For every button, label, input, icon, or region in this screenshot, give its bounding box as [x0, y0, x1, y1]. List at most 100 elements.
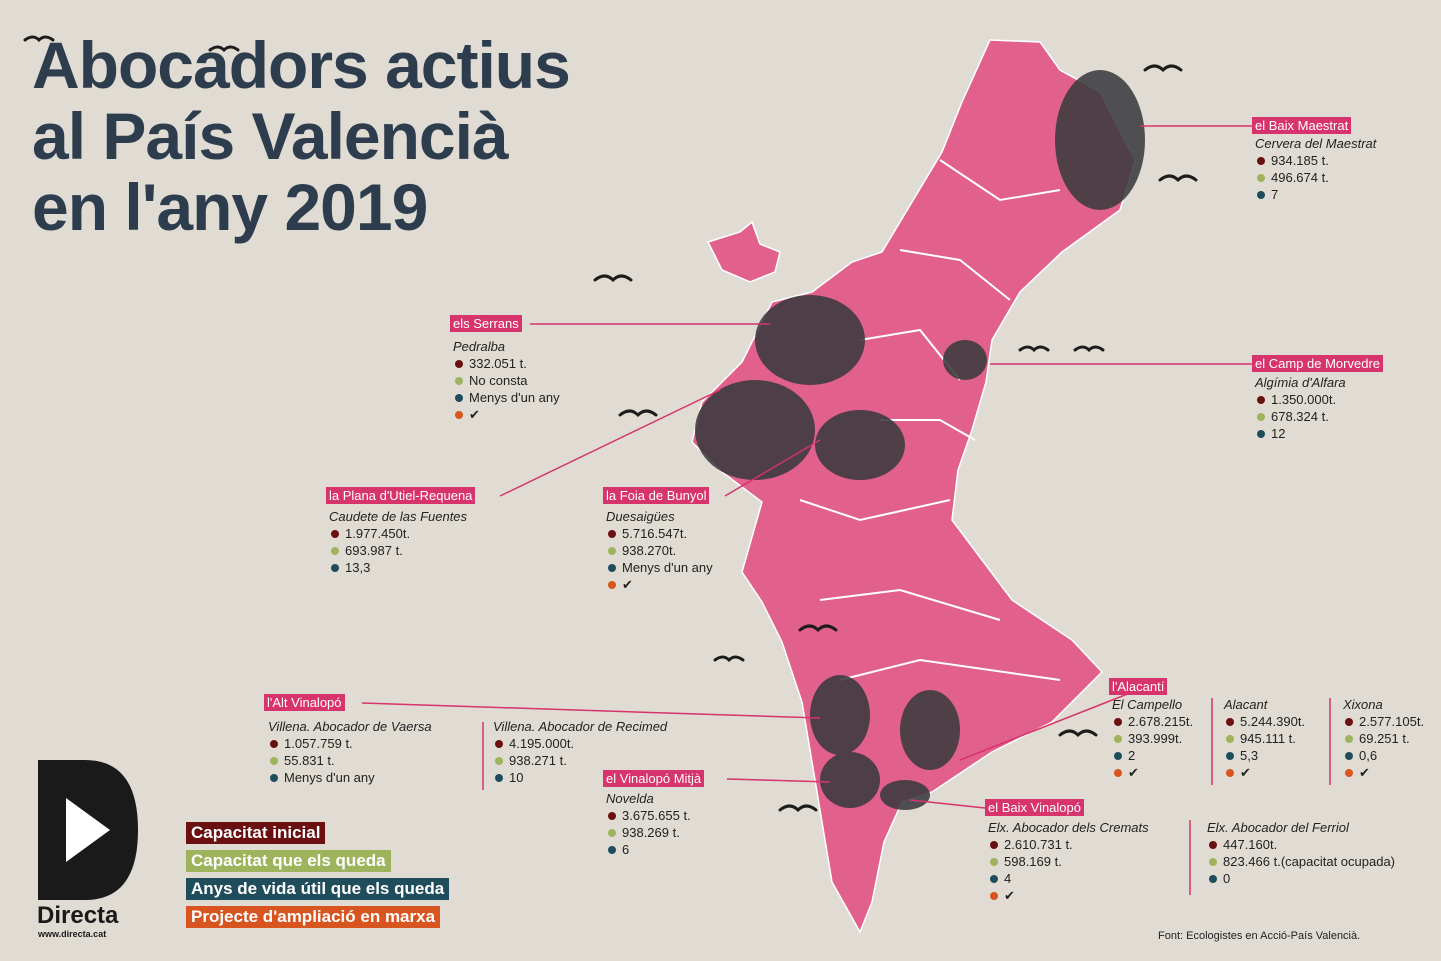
site-row: 938.269 t. [608, 825, 680, 840]
site-row: 0,6 [1345, 748, 1377, 763]
title-line: al País Valencià [32, 99, 509, 173]
leader [724, 439, 821, 497]
row-value: No consta [469, 373, 528, 388]
site-row: 7 [1257, 187, 1278, 202]
row-value: 2.610.731 t. [1004, 837, 1073, 852]
landfill [880, 780, 930, 810]
landfills [695, 70, 1145, 810]
region-label: els Serrans [450, 315, 522, 332]
bullet [495, 740, 503, 748]
row-value: 1.057.759 t. [284, 736, 353, 751]
site-name: El Campello [1112, 697, 1183, 712]
bullet [1226, 718, 1234, 726]
bird [713, 655, 745, 663]
bird [798, 624, 838, 633]
bullet [270, 757, 278, 765]
row-value: ✔ [1359, 765, 1370, 780]
row-value: 12 [1271, 426, 1286, 441]
legend-item: Capacitat inicial [186, 822, 326, 844]
bullet [1257, 157, 1265, 165]
row-value: 693.987 t. [345, 543, 403, 558]
site-row: 69.251 t. [1345, 731, 1410, 746]
site-row: ✔ [608, 577, 633, 593]
site-row: 4 [990, 871, 1011, 886]
bullet [1226, 735, 1234, 743]
bird [1143, 64, 1183, 73]
row-value: 678.324 t. [1271, 409, 1329, 424]
row-value: 1.350.000t. [1271, 392, 1337, 407]
site-row: 6 [608, 842, 629, 857]
row-value: 10 [509, 770, 524, 785]
bullet [1226, 752, 1234, 760]
row-value: ✔ [1240, 765, 1251, 780]
bullet [1257, 430, 1265, 438]
row-value: ✔ [1004, 888, 1015, 903]
site-row: 447.160t. [1209, 837, 1277, 852]
bullet [495, 774, 503, 782]
site-row: ✔ [1226, 765, 1251, 781]
bullet [495, 757, 503, 765]
row-value: ✔ [1128, 765, 1139, 780]
row-value: 2 [1128, 748, 1136, 763]
source: Font: Ecologistes en Acció-País Valencià… [1158, 930, 1361, 942]
bullet [608, 564, 616, 572]
landfill [1055, 70, 1145, 210]
legend-item: Projecte d'ampliació en marxa [186, 906, 441, 928]
region-label: l'Alt Vinalopó [264, 694, 345, 711]
leader [726, 778, 831, 783]
row-value: ✔ [469, 407, 480, 422]
site-row: Menys d'un any [270, 770, 375, 785]
leader [361, 702, 821, 719]
site-row: 496.674 t. [1257, 170, 1329, 185]
logo [38, 760, 138, 900]
site-row: 1.350.000t. [1257, 392, 1336, 407]
bird [1073, 345, 1105, 353]
landfill [755, 295, 865, 385]
row-value: 938.271 t. [509, 753, 567, 768]
bullet [270, 740, 278, 748]
row-value: 5.716.547t. [622, 526, 688, 541]
site-row: ✔ [1114, 765, 1139, 781]
site-name: Alacant [1224, 697, 1268, 712]
bullet [1257, 174, 1265, 182]
bullet [1257, 413, 1265, 421]
row-value: 13,3 [345, 560, 371, 575]
bullet [270, 774, 278, 782]
bullet [608, 846, 616, 854]
landfill [900, 690, 960, 770]
site-row: 2 [1114, 748, 1135, 763]
region-label: la Plana d'Utiel-Requena [326, 487, 476, 504]
bullet [608, 530, 616, 538]
bullet [1114, 735, 1122, 743]
site-name: Algímia d'Alfara [1255, 375, 1346, 390]
logo-play [66, 798, 110, 862]
bird [593, 274, 633, 283]
region-label: el Baix Vinalopó [985, 799, 1084, 816]
bird [778, 804, 818, 813]
site-row: 5.716.547t. [608, 526, 687, 541]
row-value: 934.185 t. [1271, 153, 1329, 168]
bullet [608, 581, 616, 589]
site-row: ✔ [1345, 765, 1370, 781]
row-value: 2.577.105t. [1359, 714, 1425, 729]
brand-name: Directa [37, 902, 119, 929]
bullet [990, 841, 998, 849]
row-value: 55.831 t. [284, 753, 335, 768]
region-label: el Camp de Morvedre [1252, 355, 1383, 372]
landfill [810, 675, 870, 755]
site-row: 3.675.655 t. [608, 808, 691, 823]
bullet [331, 547, 339, 555]
site-row: 938.270t. [608, 543, 676, 558]
bird [1158, 174, 1198, 183]
site-row: 1.977.450t. [331, 526, 410, 541]
site-row: 393.999t. [1114, 731, 1182, 746]
site-row: 12 [1257, 426, 1285, 441]
bullet [608, 829, 616, 837]
site-row: 2.610.731 t. [990, 837, 1073, 852]
site-row: 4.195.000t. [495, 736, 574, 751]
bullet [1209, 841, 1217, 849]
row-value: 0 [1223, 871, 1231, 886]
site-name: Elx. Abocador dels Cremats [988, 820, 1149, 835]
